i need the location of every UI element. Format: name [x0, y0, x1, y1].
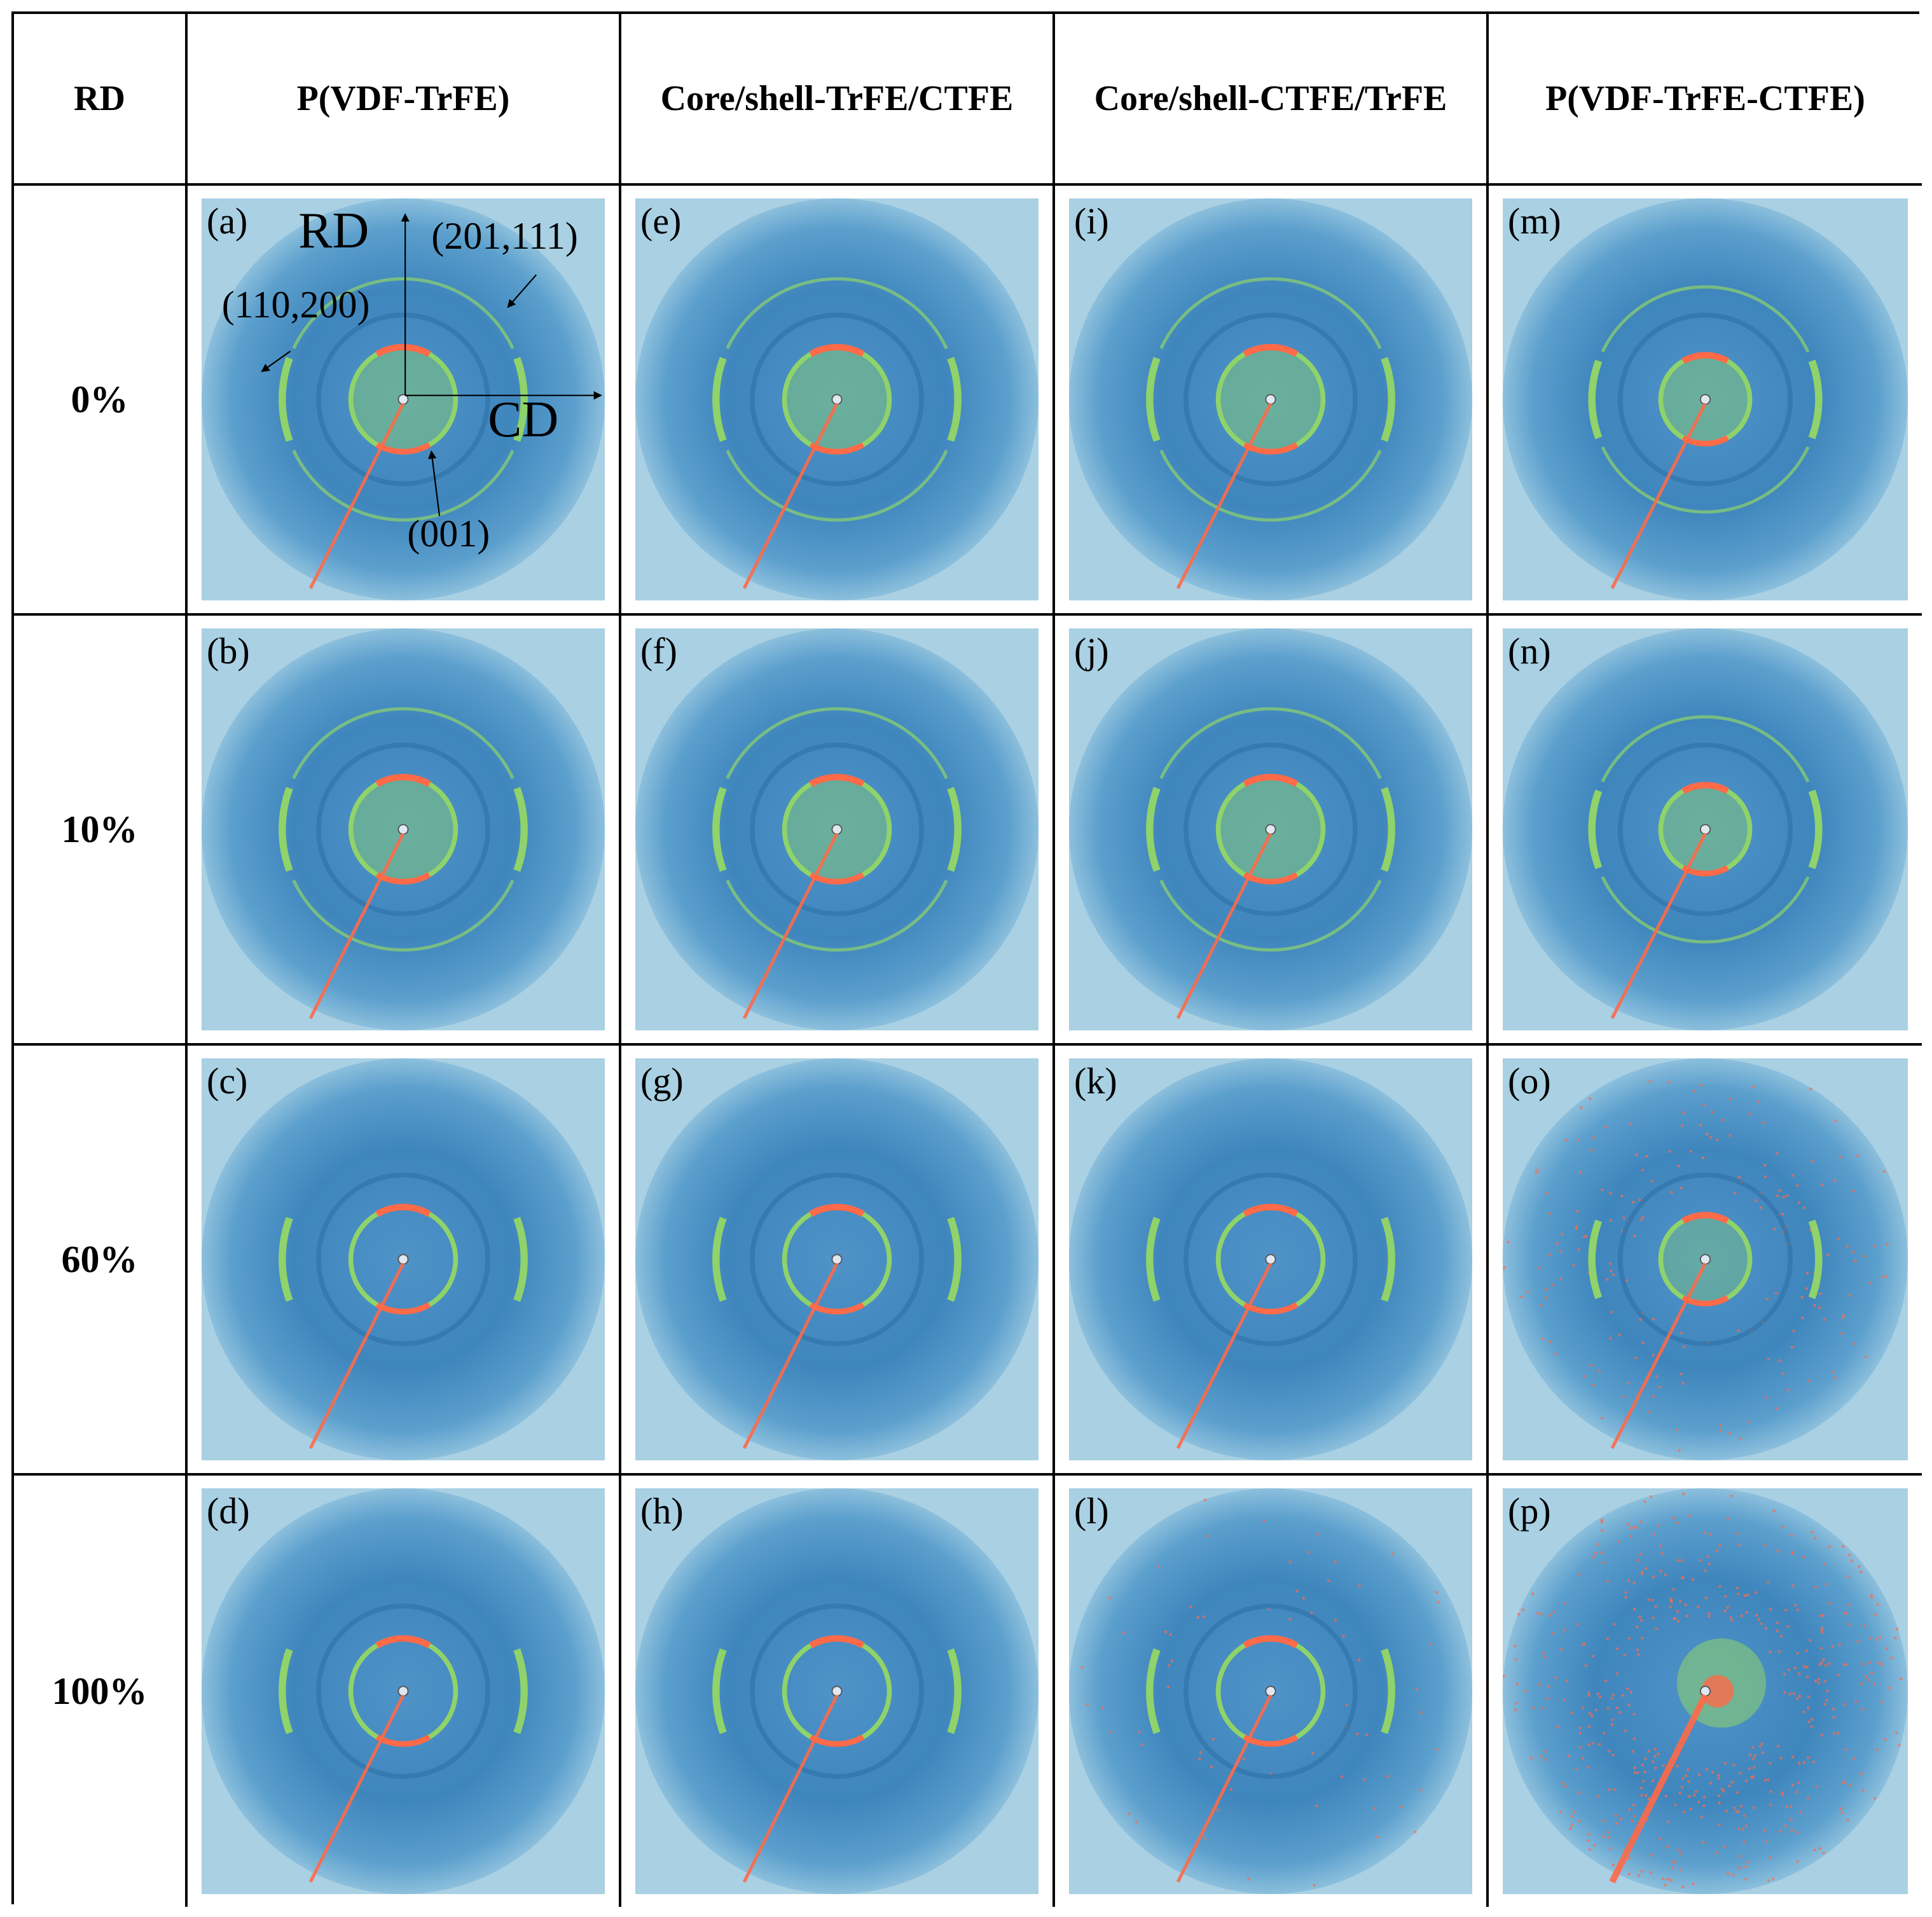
col-header-1: P(VDF-TrFE) [188, 14, 621, 186]
cell-r2-c0: (c) [188, 1046, 621, 1476]
panel-label: (c) [207, 1060, 248, 1102]
diffraction-pattern: (a) RD CD (201,111) (110,200) (001) [202, 198, 605, 600]
col-header-3-text: Core/shell-CTFE/TrFE [1094, 79, 1447, 118]
pattern-graphic [1503, 1058, 1908, 1460]
panel-label: (p) [1508, 1490, 1551, 1532]
saxs-figure-grid: RD P(VDF-TrFE) Core/shell-TrFE/CTFE Core… [11, 11, 1922, 1907]
pattern-graphic [202, 198, 605, 600]
pattern-graphic [202, 1058, 605, 1460]
axis-overlay [261, 213, 602, 516]
row-header-0: 0% [14, 186, 188, 616]
diffraction-pattern: (j) [1069, 628, 1472, 1030]
pattern-graphic [635, 628, 1038, 1030]
row-header-0-text: 0% [71, 378, 128, 420]
diffraction-pattern: (n) [1503, 628, 1908, 1030]
panel-label: (j) [1074, 630, 1109, 672]
panel-label: (n) [1508, 630, 1551, 672]
cell-r0-c0: (a) RD CD (201,111) (110,200) (001) [188, 186, 621, 616]
row-header-1-text: 10% [61, 808, 138, 850]
arrow-001 [428, 450, 441, 516]
diffraction-pattern: (m) [1503, 198, 1908, 600]
panel-label: (f) [640, 630, 677, 672]
diffraction-pattern: (o) [1503, 1058, 1908, 1460]
col-header-2-text: Core/shell-TrFE/CTFE [660, 79, 1014, 118]
pattern-graphic [1069, 1488, 1472, 1894]
col-header-4-text: P(VDF-TrFE-CTFE) [1545, 79, 1865, 118]
pattern-graphic [1069, 628, 1472, 1030]
pattern-graphic [1503, 628, 1908, 1030]
panel-label: (m) [1508, 200, 1561, 242]
cell-r0-c1: (e) [621, 186, 1055, 616]
pattern-graphic [202, 1488, 605, 1894]
diffraction-pattern: (d) [202, 1488, 605, 1894]
diffraction-pattern: (g) [635, 1058, 1038, 1460]
panel-label: (i) [1074, 200, 1109, 242]
peak-label-201-111: (201,111) [431, 215, 578, 258]
col-header-2: Core/shell-TrFE/CTFE [621, 14, 1055, 186]
diffraction-pattern: (h) [635, 1488, 1038, 1894]
corner-header: RD [14, 14, 188, 186]
cell-r3-c2: (l) [1055, 1476, 1489, 1907]
col-header-3: Core/shell-CTFE/TrFE [1055, 14, 1489, 186]
row-header-2: 60% [14, 1046, 188, 1476]
pattern-graphic [1503, 1488, 1908, 1894]
panel-label: (o) [1508, 1060, 1551, 1102]
row-header-2-text: 60% [61, 1238, 138, 1280]
corner-header-text: RD [74, 79, 125, 118]
diffraction-pattern: (k) [1069, 1058, 1472, 1460]
panel-label: (a) [207, 200, 248, 242]
panel-label: (g) [640, 1060, 684, 1102]
row-header-3: 100% [14, 1476, 188, 1907]
arrow-201-111 [507, 274, 537, 308]
pattern-graphic [202, 628, 605, 1030]
rd-axis-label: RD [298, 203, 369, 260]
peak-label-001: (001) [407, 512, 490, 555]
panel-label: (l) [1074, 1490, 1109, 1532]
cell-r3-c1: (h) [621, 1476, 1055, 1907]
arrow-110-200 [261, 350, 291, 373]
cell-r0-c3: (m) [1489, 186, 1922, 616]
panel-label: (d) [207, 1490, 250, 1532]
peak-label-110-200: (110,200) [221, 283, 370, 326]
pattern-graphic [635, 198, 1038, 600]
cell-r1-c0: (b) [188, 616, 621, 1046]
cell-r2-c1: (g) [621, 1046, 1055, 1476]
panel-label: (e) [640, 200, 682, 242]
cell-r0-c2: (i) [1055, 186, 1489, 616]
panel-label: (h) [640, 1490, 684, 1532]
row-header-3-text: 100% [52, 1670, 148, 1712]
panel-label: (b) [207, 630, 250, 672]
pattern-graphic [1069, 198, 1472, 600]
diffraction-pattern: (i) [1069, 198, 1472, 600]
col-header-4: P(VDF-TrFE-CTFE) [1489, 14, 1922, 186]
cell-r1-c2: (j) [1055, 616, 1489, 1046]
col-header-1-text: P(VDF-TrFE) [296, 79, 510, 118]
diffraction-pattern: (c) [202, 1058, 605, 1460]
pattern-graphic [635, 1488, 1038, 1894]
cell-r2-c3: (o) [1489, 1046, 1922, 1476]
cell-r3-c0: (d) [188, 1476, 621, 1907]
pattern-graphic [1503, 198, 1908, 600]
diffraction-pattern: (l) [1069, 1488, 1472, 1894]
cell-r1-c1: (f) [621, 616, 1055, 1046]
cd-axis-label: CD [488, 392, 559, 448]
panel-label: (k) [1074, 1060, 1117, 1102]
row-header-1: 10% [14, 616, 188, 1046]
diffraction-pattern: (b) [202, 628, 605, 1030]
cell-r2-c2: (k) [1055, 1046, 1489, 1476]
cell-r1-c3: (n) [1489, 616, 1922, 1046]
cell-r3-c3: (p) [1489, 1476, 1922, 1907]
pattern-graphic [635, 1058, 1038, 1460]
diffraction-pattern: (p) [1503, 1488, 1908, 1894]
diffraction-pattern: (e) [635, 198, 1038, 600]
diffraction-pattern: (f) [635, 628, 1038, 1030]
pattern-graphic [1069, 1058, 1472, 1460]
